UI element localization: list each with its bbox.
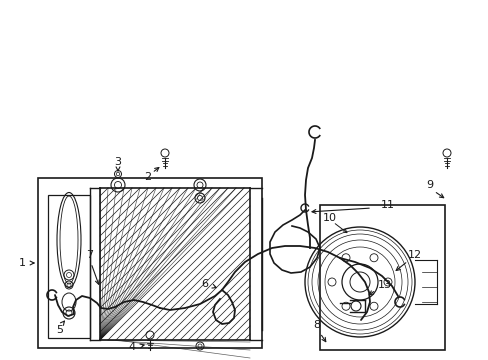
Text: 12: 12 xyxy=(407,250,421,260)
Text: 2: 2 xyxy=(144,172,151,182)
Text: 10: 10 xyxy=(323,213,336,223)
Text: 6: 6 xyxy=(201,279,208,289)
Text: 11: 11 xyxy=(380,200,394,210)
Text: 5: 5 xyxy=(57,325,63,335)
Text: 3: 3 xyxy=(114,157,121,167)
Bar xyxy=(319,205,444,350)
Text: 4: 4 xyxy=(128,342,135,352)
Text: 9: 9 xyxy=(426,180,433,190)
Bar xyxy=(48,195,90,338)
Bar xyxy=(38,178,262,348)
Text: 1: 1 xyxy=(19,258,25,268)
Text: 13: 13 xyxy=(377,280,391,290)
Text: 8: 8 xyxy=(313,320,320,330)
Text: 7: 7 xyxy=(86,250,93,260)
